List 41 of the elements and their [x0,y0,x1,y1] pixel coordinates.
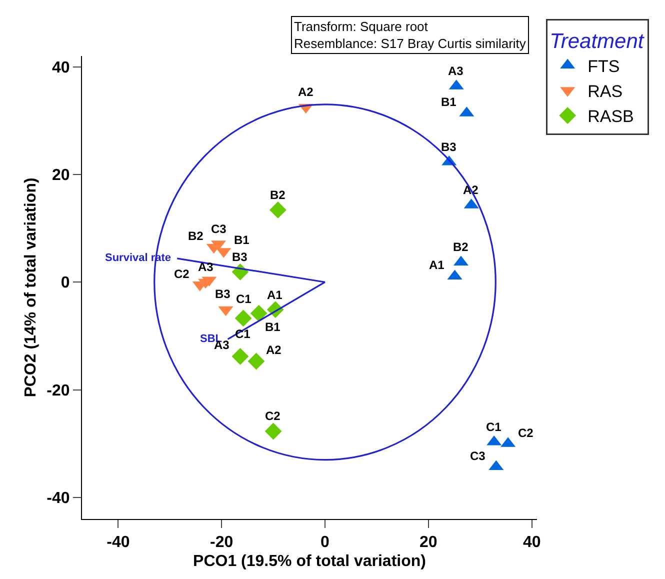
legend-label: FTS [588,56,620,76]
data-label: C3 [211,222,227,236]
data-label: A2 [266,343,282,357]
data-label: B3 [232,250,248,264]
data-label: A3 [448,64,464,78]
x-tick-label: 0 [320,534,330,552]
x-axis-title: PCO1 (19.5% of total variation) [193,552,426,570]
data-label: C2 [518,426,534,440]
data-label: A3 [198,260,214,274]
data-label: B2 [270,188,286,202]
data-label: C1 [235,327,251,341]
y-tick-label: 40 [52,59,70,76]
data-label: C2 [265,409,281,423]
y-axis-title: PCO2 (14% of total variation) [22,178,40,398]
data-label: C1 [486,420,502,434]
data-label: B3 [441,140,457,154]
data-label: C3 [470,449,486,463]
y-tick-label: -20 [46,382,70,400]
legend-title: Treatment [550,30,645,53]
data-label: B3 [215,287,231,301]
text: Transform: Square root [294,19,428,34]
data-label: B2 [453,240,469,254]
data-label: B2 [188,229,204,243]
text: Resemblance: S17 Bray Curtis similarity [294,36,526,51]
data-label: A2 [298,85,314,99]
data-label: A1 [267,288,283,302]
legend-label: RAS [588,82,623,102]
data-label: C2 [174,267,190,281]
x-tick-label: -20 [210,534,234,552]
y-tick-label: 0 [60,274,70,292]
x-tick-label: 40 [522,534,541,552]
data-label: B1 [265,320,281,334]
data-label: B1 [441,95,457,109]
x-tick-label: 20 [420,534,438,552]
legend-label: RASB [588,107,634,126]
data-label: B1 [234,233,250,247]
data-label: A1 [429,258,445,272]
y-tick-label: -40 [46,490,70,508]
data-label: C1 [236,292,252,306]
y-tick-label: 20 [52,167,70,184]
x-tick-label: -40 [106,534,130,552]
